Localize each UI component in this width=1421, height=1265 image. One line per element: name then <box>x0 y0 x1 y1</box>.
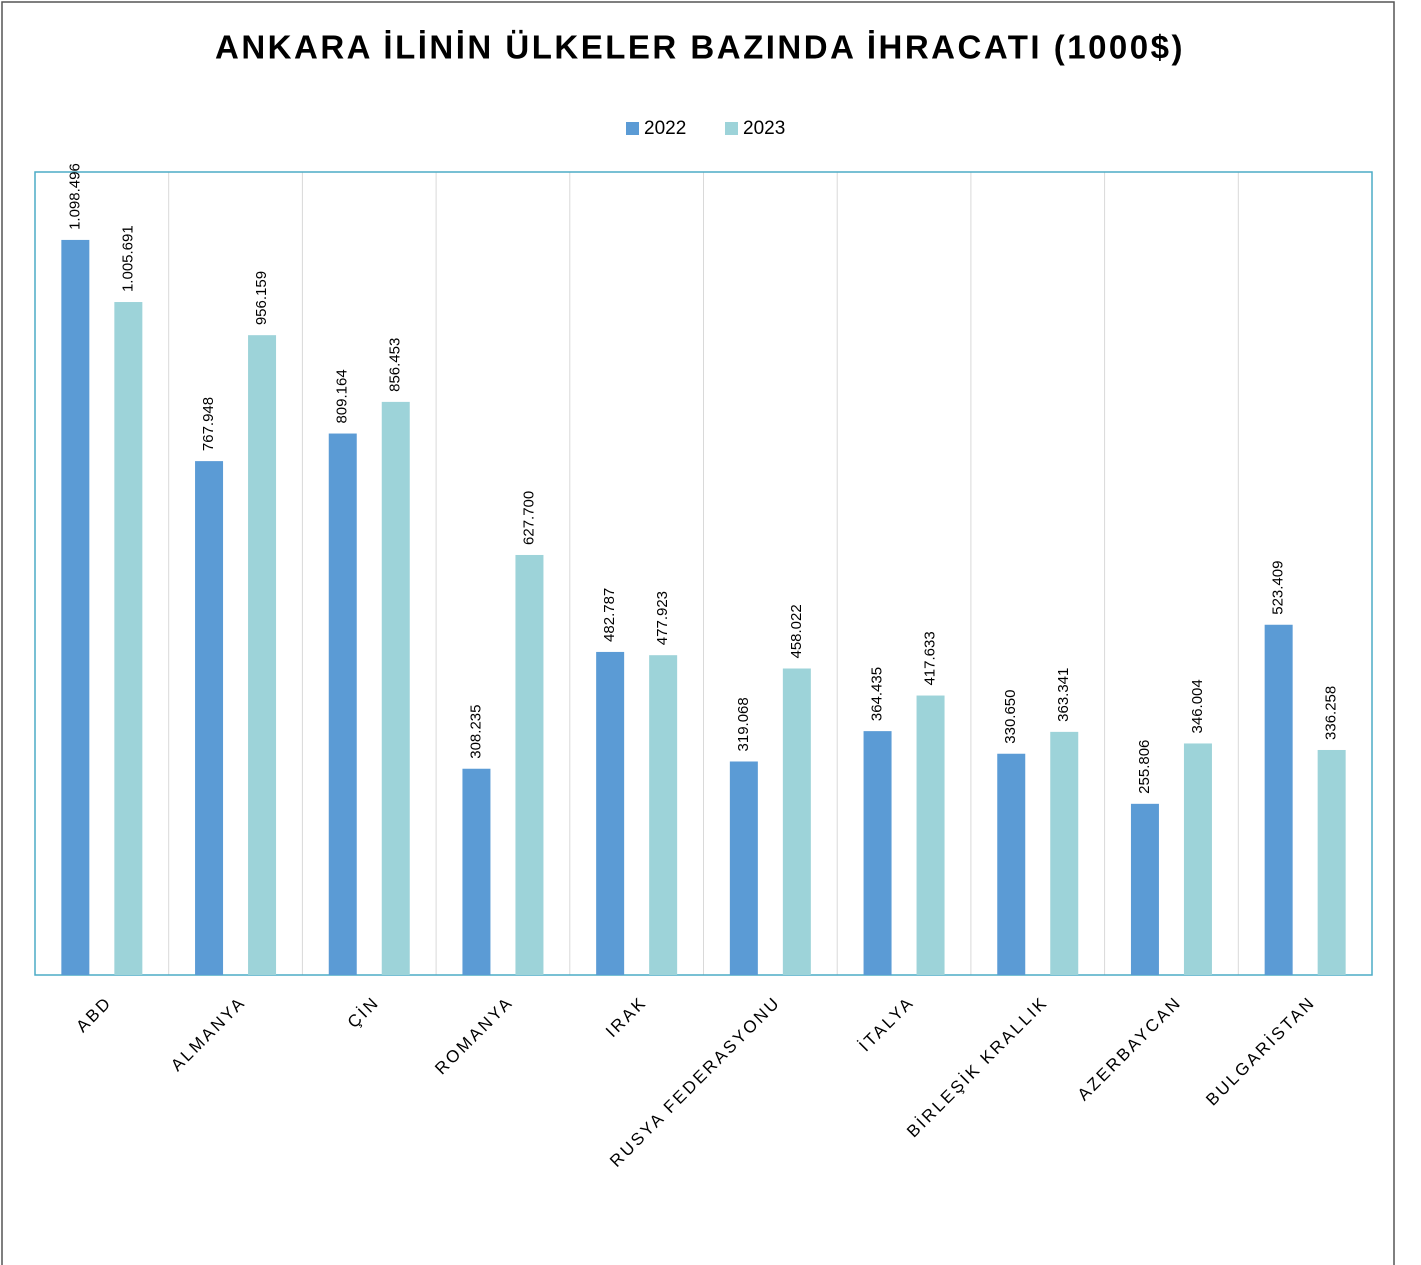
legend-label: 2023 <box>743 118 785 139</box>
value-label: 477.923 <box>654 591 671 645</box>
value-label: 1.098.496 <box>66 163 83 230</box>
bar <box>916 695 945 975</box>
bar <box>515 554 544 975</box>
value-label: 255.806 <box>1136 740 1153 794</box>
value-label: 956.159 <box>253 271 270 325</box>
bar <box>1317 749 1346 975</box>
legend-swatch <box>626 122 639 135</box>
value-label: 767.948 <box>200 397 217 451</box>
bar <box>649 655 678 975</box>
bar <box>1130 803 1159 975</box>
value-label: 523.409 <box>1270 561 1287 615</box>
bar <box>114 302 143 975</box>
value-label: 1.005.691 <box>119 225 136 292</box>
value-label: 363.341 <box>1055 668 1072 722</box>
bar <box>729 761 758 975</box>
legend-swatch <box>725 122 738 135</box>
value-label: 809.164 <box>334 369 351 423</box>
bar <box>1264 624 1293 975</box>
value-label: 308.235 <box>467 705 484 759</box>
bar <box>462 768 491 975</box>
value-label: 482.787 <box>601 588 618 642</box>
value-label: 856.453 <box>387 338 404 392</box>
bar <box>61 239 90 975</box>
value-label: 319.068 <box>735 697 752 751</box>
bar <box>195 461 224 975</box>
bar <box>782 668 811 975</box>
bar <box>248 335 277 975</box>
legend-label: 2022 <box>644 118 686 139</box>
bar <box>1050 731 1079 975</box>
value-label: 627.700 <box>520 491 537 545</box>
value-label: 417.633 <box>922 631 939 685</box>
value-label: 458.022 <box>788 604 805 658</box>
value-label: 364.435 <box>869 667 886 721</box>
chart-title: ANKARA İLİNİN ÜLKELER BAZINDA İHRACATI (… <box>215 29 1185 66</box>
bar <box>328 433 357 975</box>
value-label: 336.258 <box>1323 686 1340 740</box>
bar <box>1183 743 1212 975</box>
bar <box>381 401 410 975</box>
bar <box>997 753 1026 975</box>
value-label: 330.650 <box>1002 690 1019 744</box>
bar <box>863 731 892 975</box>
plot-area <box>34 171 1373 976</box>
bar <box>596 651 625 975</box>
value-label: 346.004 <box>1189 679 1206 733</box>
